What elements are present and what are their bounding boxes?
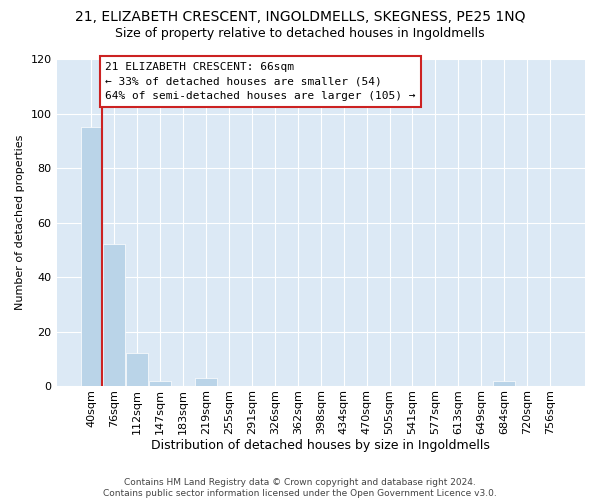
Text: 21 ELIZABETH CRESCENT: 66sqm
← 33% of detached houses are smaller (54)
64% of se: 21 ELIZABETH CRESCENT: 66sqm ← 33% of de… (105, 62, 416, 102)
Bar (149, 380, 171, 386)
Bar (80, 127, 103, 386)
Bar (103, 244, 125, 386)
Y-axis label: Number of detached properties: Number of detached properties (15, 135, 25, 310)
Bar (493, 380, 515, 386)
Text: 21, ELIZABETH CRESCENT, INGOLDMELLS, SKEGNESS, PE25 1NQ: 21, ELIZABETH CRESCENT, INGOLDMELLS, SKE… (75, 10, 525, 24)
Bar (195, 378, 217, 386)
Bar (127, 354, 148, 386)
Text: Contains HM Land Registry data © Crown copyright and database right 2024.
Contai: Contains HM Land Registry data © Crown c… (103, 478, 497, 498)
Text: Size of property relative to detached houses in Ingoldmells: Size of property relative to detached ho… (115, 28, 485, 40)
X-axis label: Distribution of detached houses by size in Ingoldmells: Distribution of detached houses by size … (151, 440, 490, 452)
